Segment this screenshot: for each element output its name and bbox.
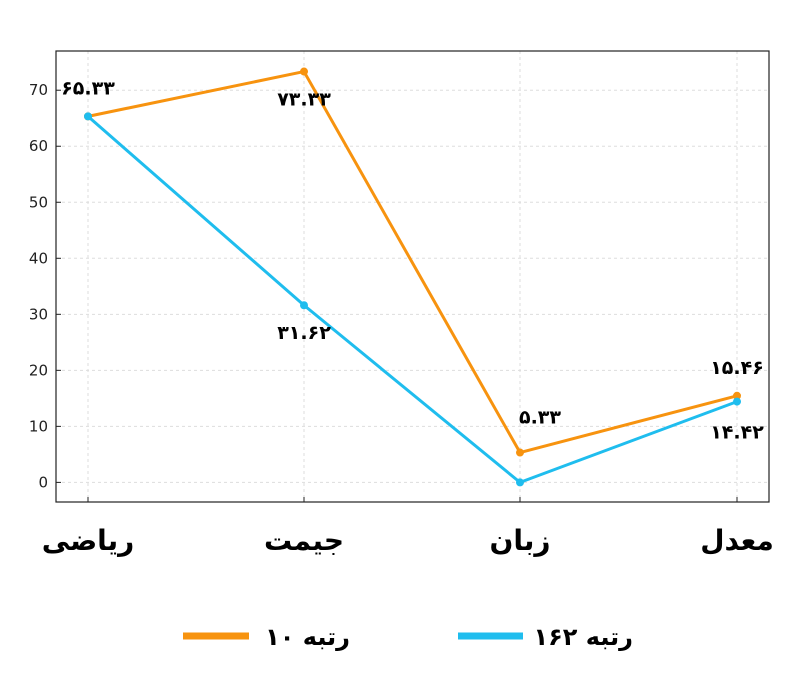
x-tick-label: ریاضی [42,524,135,557]
data-point [733,391,741,400]
data-label: ۵.۳۳ [519,407,561,429]
legend-label-1: رتبه ۱۰ [265,623,350,651]
plot-frame [55,50,770,503]
data-point [300,301,308,310]
y-tick-label: 60 [29,137,48,155]
y-tick-label: 0 [38,473,48,491]
data-label: ۱۵.۴۶ [710,357,764,379]
series-line-2 [87,115,738,484]
data-point [300,67,308,76]
data-labels: ۶۵.۳۳ ۷۳.۳۳ ۵.۳۳ ۱۵.۴۶ ۳۱.۶۲ ۱۴.۴۲ [61,77,764,443]
data-point [516,448,524,457]
data-label: ۶۵.۳۳ [61,77,115,99]
y-tick-label: 20 [29,361,48,379]
y-tick-label: 70 [29,81,48,99]
y-tick-label: 10 [29,417,48,435]
legend-label-2: رتبه ۱۶۲ [534,623,634,651]
grid-lines [56,51,769,502]
data-label: ۱۴.۴۲ [710,422,764,444]
y-tick-label: 50 [29,193,48,211]
legend: رتبه ۱۰ رتبه ۱۶۲ [183,623,633,651]
x-tick-label: زبان [489,524,550,557]
data-point [84,112,92,121]
data-point [733,397,741,406]
series-lines [84,67,741,487]
y-tick-label: 40 [29,249,48,267]
axes: 0 10 20 30 40 50 60 70 ریاضی جیمت زبان معدل [29,50,774,557]
data-label: ۳۱.۶۲ [277,322,331,344]
series-line-1 [87,70,738,455]
x-tick-label: جیمت [264,524,344,557]
data-point [516,478,524,487]
data-label: ۷۳.۳۳ [277,89,331,111]
x-tick-label: معدل [700,524,774,557]
y-tick-label: 30 [29,305,48,323]
